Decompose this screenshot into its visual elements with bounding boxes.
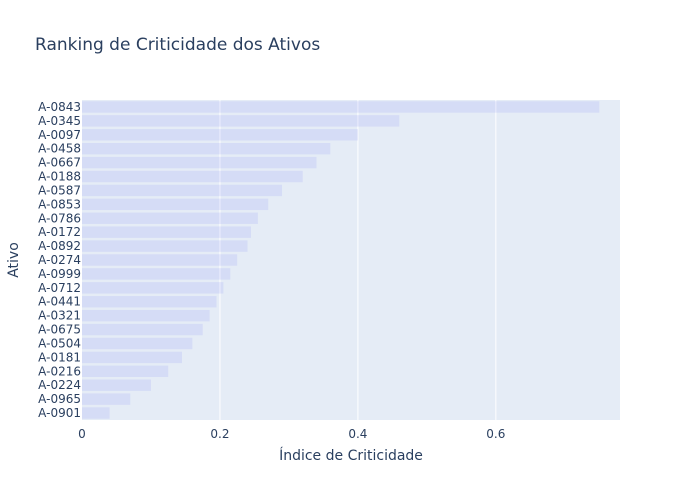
bar [82, 323, 203, 336]
y-tick-label: A-0667 [38, 156, 81, 170]
bar [82, 198, 269, 211]
y-tick-label: A-0274 [38, 253, 81, 267]
bar [82, 129, 358, 141]
bar [82, 365, 169, 378]
y-tick-label: A-0892 [38, 239, 81, 253]
y-tick-label: A-0712 [38, 281, 81, 295]
bar [82, 337, 193, 350]
y-tick-label: A-0321 [38, 309, 81, 323]
bar [82, 156, 317, 169]
x-tick-label: 0.2 [210, 427, 229, 441]
bar [82, 379, 151, 391]
bar [82, 407, 110, 419]
x-axis-title: Índice de Criticidade [279, 447, 423, 464]
y-tick-label: A-0901 [38, 406, 81, 420]
y-tick-label: A-0345 [38, 114, 81, 128]
y-tick-label: A-0458 [38, 142, 81, 156]
y-tick-label: A-0172 [38, 225, 81, 239]
bar [82, 240, 248, 252]
bar [82, 212, 258, 224]
x-axis-ticks: 0 0.2 0.4 0.6 [78, 427, 505, 441]
bar [82, 254, 238, 266]
bar [82, 393, 131, 405]
y-tick-label: A-0504 [38, 336, 81, 350]
x-tick-label: 0.6 [486, 427, 505, 441]
y-tick-label: A-0675 [38, 323, 81, 337]
y-tick-label: A-0843 [38, 100, 81, 114]
y-axis-ticks: A-0843A-0345A-0097A-0458A-0667A-0188A-05… [38, 100, 81, 420]
x-tick-label: 0.4 [348, 427, 367, 441]
y-tick-label: A-0786 [38, 211, 81, 225]
bar [82, 226, 251, 238]
bar [82, 268, 231, 280]
bar [82, 351, 183, 364]
y-tick-label: A-0224 [38, 378, 81, 392]
bar [82, 309, 210, 322]
bar [82, 296, 217, 308]
y-tick-label: A-0853 [38, 197, 81, 211]
y-tick-label: A-0441 [38, 295, 81, 309]
bar [82, 282, 224, 294]
y-tick-label: A-0965 [38, 392, 81, 406]
y-tick-label: A-0188 [38, 170, 81, 184]
bar [82, 115, 400, 127]
y-tick-label: A-0999 [38, 267, 81, 281]
bar [82, 101, 600, 113]
y-tick-label: A-0587 [38, 183, 81, 197]
y-tick-label: A-0097 [38, 128, 81, 142]
bar [82, 170, 303, 183]
y-axis-title: Ativo [6, 242, 22, 278]
y-tick-label: A-0181 [38, 350, 81, 364]
bar [82, 184, 283, 197]
chart-title: Ranking de Criticidade dos Ativos [35, 35, 320, 55]
plot-background [82, 100, 620, 420]
x-gridlines [219, 100, 497, 420]
y-tick-label: A-0216 [38, 364, 81, 378]
bar-series [82, 101, 600, 419]
bar [82, 142, 331, 155]
x-tick-label: 0 [78, 427, 86, 441]
